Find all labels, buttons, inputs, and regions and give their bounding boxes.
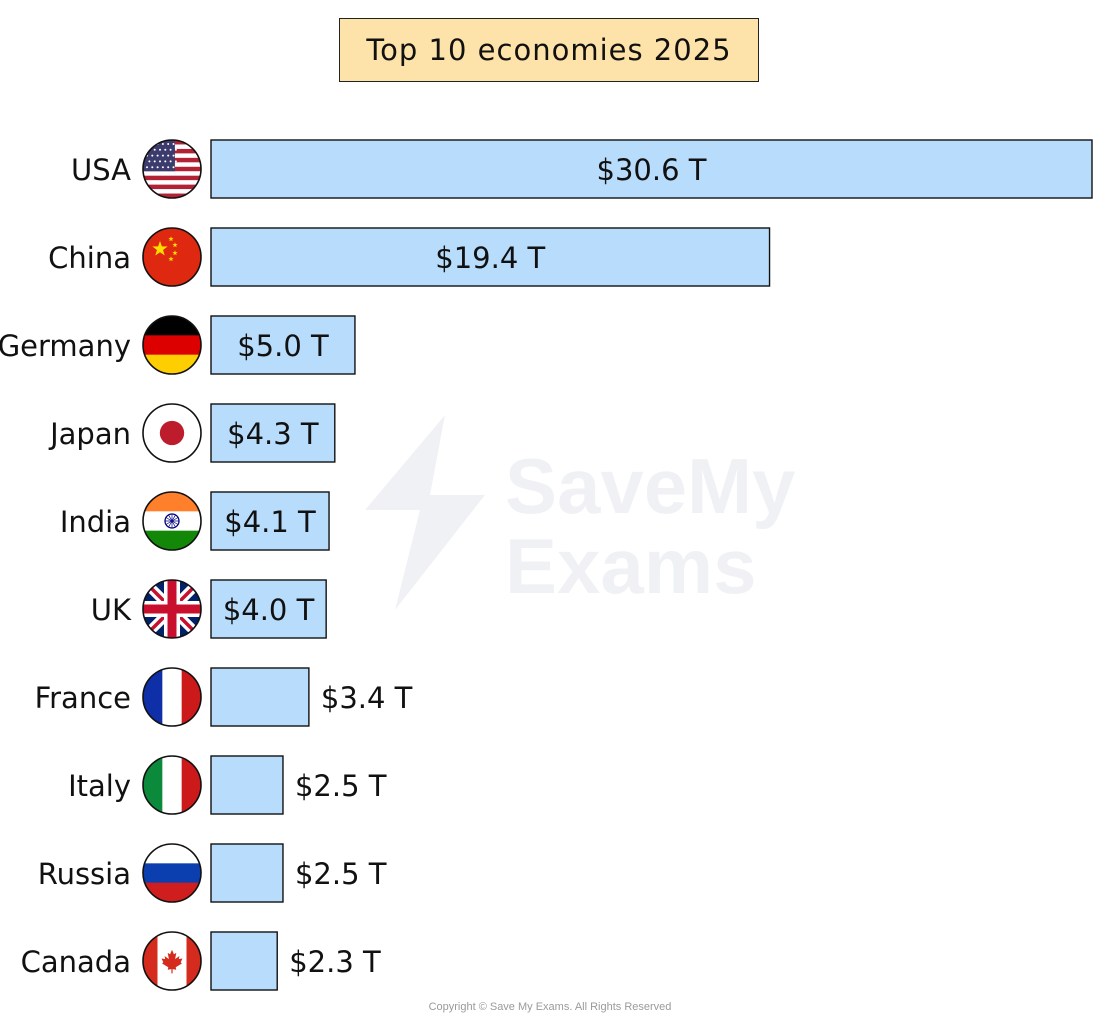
value-label-canada: $2.3 T [289, 945, 381, 979]
bar-italy [210, 755, 284, 815]
flag-outline [142, 491, 202, 551]
category-label-germany: Germany [0, 329, 131, 363]
france-flag-icon [143, 668, 201, 726]
germany-flag-icon [143, 316, 201, 374]
category-label-canada: Canada [21, 945, 131, 979]
flag-outline [142, 315, 202, 375]
flag-outline [142, 931, 202, 991]
category-label-uk: UK [91, 593, 132, 627]
category-label-italy: Italy [68, 769, 131, 803]
value-label-france: $3.4 T [321, 681, 413, 715]
category-label-india: India [60, 505, 131, 539]
bar-uk [210, 579, 327, 639]
bar-japan [210, 403, 336, 463]
flag-outline [142, 667, 202, 727]
chart-title: Top 10 economies 2025 [339, 18, 759, 82]
italy-flag-icon [143, 756, 201, 814]
flag-outline [142, 227, 202, 287]
bar-india [210, 491, 330, 551]
category-label-usa: USA [71, 153, 131, 187]
category-label-japan: Japan [48, 417, 131, 451]
flag-outline [142, 843, 202, 903]
category-label-france: France [35, 681, 131, 715]
uk-flag-icon [143, 580, 201, 638]
russia-flag-icon [143, 844, 201, 902]
value-label-china: $19.4 T [435, 241, 545, 275]
japan-flag-icon [143, 404, 201, 462]
bar-china [210, 227, 771, 287]
value-label-uk: $4.0 T [223, 593, 315, 627]
value-label-japan: $4.3 T [227, 417, 319, 451]
value-label-germany: $5.0 T [237, 329, 329, 363]
value-label-italy: $2.5 T [295, 769, 387, 803]
bar-france [210, 667, 310, 727]
canada-flag-icon [143, 932, 201, 990]
china-flag-icon [143, 228, 201, 286]
category-label-china: China [48, 241, 131, 275]
bar-germany [210, 315, 356, 375]
bar-canada [210, 931, 278, 991]
bar-usa [210, 139, 1093, 199]
flag-outline [142, 755, 202, 815]
value-label-russia: $2.5 T [295, 857, 387, 891]
flag-outline [142, 579, 202, 639]
value-label-india: $4.1 T [224, 505, 316, 539]
category-label-russia: Russia [38, 857, 131, 891]
bar-russia [210, 843, 284, 903]
flag-outline [142, 403, 202, 463]
flag-outline [142, 139, 202, 199]
india-flag-icon [143, 492, 201, 550]
value-label-usa: $30.6 T [597, 153, 707, 187]
copyright-text: Copyright © Save My Exams. All Rights Re… [428, 1001, 672, 1013]
